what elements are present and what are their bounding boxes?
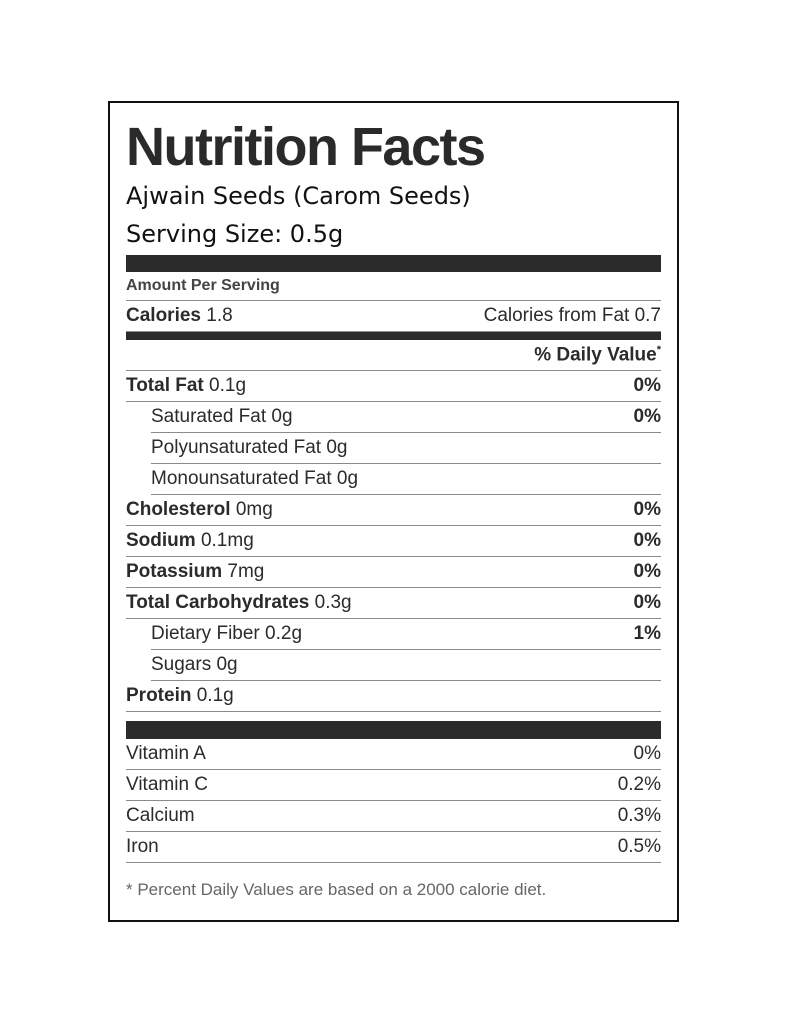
nutrient-label: Cholesterol [126, 499, 231, 520]
nutrient-list: Total Fat 0.1g 0% Saturated Fat 0g 0% Polyun… [126, 371, 661, 712]
daily-value: 0% [633, 375, 661, 396]
nutrient-label: Dietary Fiber 0.2g [151, 623, 303, 644]
nutrient: Total Carbohydrates 0.3g [126, 592, 352, 614]
nutrient-label: Monounsaturated Fat 0g [151, 468, 359, 489]
nutrient-label: Sugars 0g [151, 654, 238, 675]
vitamin-value: 0.3% [617, 805, 661, 826]
vitamin-label: Calcium [126, 805, 195, 826]
nutrition-label: Nutrition Facts Ajwain Seeds (Carom Seed… [108, 101, 679, 922]
nutrient-label: Saturated Fat 0g [151, 406, 293, 427]
daily-value: 0% [633, 499, 661, 520]
vitamin-list: Vitamin A 0% Vitamin C 0.2% Calcium 0.3% Iron 0… [126, 739, 661, 863]
medium-bar [126, 332, 661, 340]
nutrient-amount: 0.1g [209, 375, 247, 396]
nutrient: Dietary Fiber 0.2g [151, 623, 302, 645]
daily-value: 0% [633, 561, 661, 582]
nutrient-row: Total Fat 0.1g 0% [126, 371, 661, 402]
daily-value: 0% [633, 592, 661, 613]
calories-row: Calories 1.8 Calories from Fat 0.7 [126, 301, 661, 332]
dv-header: % Daily Value* [534, 344, 661, 366]
nutrient: Sodium 0.1mg [126, 530, 254, 552]
vitamin-row: Iron 0.5% [126, 832, 661, 863]
vitamin-value: 0% [633, 743, 661, 764]
vitamin-value: 0.5% [617, 836, 661, 857]
calories-from-fat: Calories from Fat 0.7 [483, 305, 661, 326]
footnote: * Percent Daily Values are based on a 20… [126, 880, 547, 899]
sub-nutrient-row: Polyunsaturated Fat 0g [151, 433, 661, 464]
product-name: Ajwain Seeds (Carom Seeds) [126, 182, 471, 210]
nutrient-row: Sodium 0.1mg 0% [126, 526, 661, 557]
nutrient-label: Potassium [126, 561, 223, 582]
nutrient: Potassium 7mg [126, 561, 264, 583]
daily-value: 1% [633, 623, 661, 644]
nutrient-label: Total Carbohydrates [126, 592, 310, 613]
amount-per-serving: Amount Per Serving [126, 277, 280, 294]
nutrient: Saturated Fat 0g [151, 406, 293, 428]
nutrient-row: Potassium 7mg 0% [126, 557, 661, 588]
nutrient-row: Cholesterol 0mg 0% [126, 495, 661, 526]
nutrient-amount: 0.1g [196, 685, 234, 706]
nutrient: Polyunsaturated Fat 0g [151, 437, 347, 459]
sub-nutrient-row: Monounsaturated Fat 0g [151, 464, 661, 495]
nutrient-label: Total Fat [126, 375, 204, 396]
nutrient-label: Polyunsaturated Fat 0g [151, 437, 348, 458]
sub-nutrient-row: Dietary Fiber 0.2g 1% [151, 619, 661, 650]
calories-amount: 1.8 [206, 305, 233, 326]
nutrient-row: Protein 0.1g [126, 681, 661, 712]
nutrient-amount: 7mg [227, 561, 265, 582]
vitamin-row: Vitamin A 0% [126, 739, 661, 770]
nutrient-label: Protein [126, 685, 192, 706]
dv-mark: * [656, 343, 661, 356]
nutrient: Protein 0.1g [126, 685, 234, 707]
amount-row: Amount Per Serving [126, 272, 661, 301]
daily-value: 0% [633, 406, 661, 427]
sub-nutrient-row: Sugars 0g [151, 650, 661, 681]
nutrient-label: Sodium [126, 530, 196, 551]
nutrient: Cholesterol 0mg [126, 499, 273, 521]
sub-nutrient-row: Saturated Fat 0g 0% [151, 402, 661, 433]
nutrient-row: Total Carbohydrates 0.3g 0% [126, 588, 661, 619]
nutrient-amount: 0.3g [314, 592, 352, 613]
vitamin-label: Vitamin A [126, 743, 206, 764]
nutrient: Sugars 0g [151, 654, 238, 676]
vitamin-value: 0.2% [617, 774, 661, 795]
calories-label: Calories [126, 305, 201, 326]
serving-size: Serving Size: 0.5g [126, 220, 344, 248]
nutrient-amount: 0.1mg [200, 530, 254, 551]
dv-header-text: % Daily Value [534, 344, 657, 366]
nutrient-amount: 0mg [235, 499, 273, 520]
nutrient: Total Fat 0.1g [126, 375, 246, 397]
nutrient: Monounsaturated Fat 0g [151, 468, 358, 490]
dv-header-row: % Daily Value* [126, 340, 661, 371]
vitamin-row: Calcium 0.3% [126, 801, 661, 832]
vitamin-label: Vitamin C [126, 774, 209, 795]
vitamin-row: Vitamin C 0.2% [126, 770, 661, 801]
thick-bar [126, 255, 661, 272]
calories: Calories 1.8 [126, 305, 233, 327]
title: Nutrition Facts [126, 117, 486, 177]
vitamin-label: Iron [126, 836, 159, 857]
thick-bar [126, 721, 661, 739]
daily-value: 0% [633, 530, 661, 551]
